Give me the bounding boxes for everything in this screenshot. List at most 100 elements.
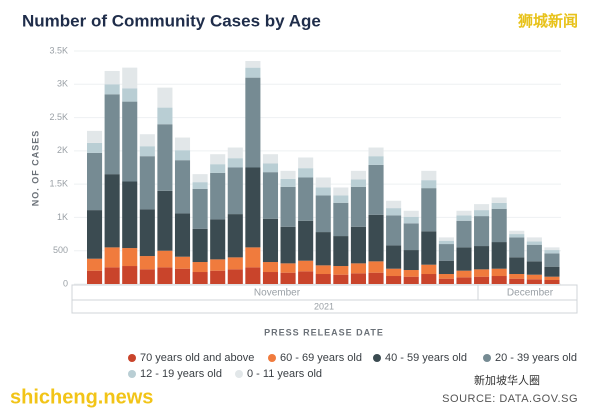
bar-segment [315, 195, 331, 233]
bar-segment [122, 67, 138, 89]
bar-segment [474, 210, 490, 217]
bar-segment [333, 195, 349, 203]
bar-segment [491, 197, 507, 203]
legend-swatch [268, 354, 276, 362]
bar-segment [315, 232, 331, 266]
bar-segment [87, 258, 103, 271]
bar-segment [386, 208, 402, 216]
y-tick-label: 2K [57, 145, 68, 155]
bar-segment [368, 156, 384, 165]
bar-segment [456, 270, 472, 278]
bar-segment [298, 168, 314, 178]
bar-segment [262, 154, 279, 164]
bar-segment [509, 257, 525, 275]
bar-segment [280, 263, 296, 273]
chart-title: Number of Community Cases by Age [22, 11, 321, 30]
bar-segment [438, 274, 454, 279]
bar-segment [368, 147, 384, 157]
bar-segment [210, 259, 226, 271]
bar-segment [386, 200, 402, 209]
bar-segment [227, 269, 243, 284]
bar-segment [368, 272, 384, 284]
bar-segment [544, 250, 560, 254]
bar-segment [227, 147, 243, 159]
bar-segment [438, 260, 454, 275]
bar-segment [87, 210, 103, 259]
bar-segment [474, 246, 490, 270]
legend-swatch [483, 354, 491, 362]
bar-segment [491, 268, 507, 277]
bar-segment [456, 277, 472, 284]
bar-segment [438, 237, 454, 241]
bar-segment [192, 262, 208, 273]
bar-segment [491, 208, 507, 243]
bar-segment [87, 270, 103, 284]
bar-segment [438, 244, 454, 261]
bar-segment [280, 178, 296, 187]
bar-segment [526, 237, 542, 242]
bar-segment [333, 236, 349, 267]
bar-segment [139, 209, 155, 257]
bar-segment [192, 188, 208, 229]
bar-segment [174, 213, 191, 257]
bar-segment [474, 204, 490, 211]
bar-segment [245, 247, 261, 268]
bar-segment [368, 261, 384, 273]
bar-segment [298, 260, 314, 272]
bar-segment [491, 242, 507, 269]
bar-segment [262, 272, 279, 284]
legend-label: 70 years old and above [140, 352, 254, 364]
bar-segment [544, 253, 560, 267]
bar-segment [544, 276, 560, 281]
bar-segment [350, 263, 366, 274]
bar-segment [280, 186, 296, 227]
y-tick-label: 0 [63, 278, 68, 288]
bar-segment [509, 237, 525, 258]
y-tick-label: 1.5K [49, 179, 68, 189]
bar-segment [210, 164, 226, 173]
bar-segment [421, 170, 437, 181]
bar-segment [122, 181, 138, 249]
bar-segment [139, 156, 155, 210]
bar-segment [104, 70, 120, 85]
bar-segment [280, 226, 296, 264]
bar-segment [421, 188, 437, 232]
bar-segment [122, 101, 138, 182]
bar-segment [509, 230, 525, 235]
x-axis-label: PRESS RELEASE DATE [264, 327, 384, 337]
legend-label: 60 - 69 years old [280, 352, 362, 364]
bar-segment [403, 210, 419, 217]
bar-segment [386, 245, 402, 269]
bar-segment [403, 250, 419, 271]
bar-segment [544, 247, 560, 251]
bar-segment [139, 256, 155, 270]
bar-segment [157, 124, 173, 191]
bar-segment [227, 167, 243, 215]
bar-segment [245, 77, 261, 168]
bar-segment [403, 276, 419, 284]
bar-segment [280, 170, 296, 179]
bar-segment [456, 220, 472, 248]
bar-segment [174, 137, 191, 151]
bar-segment [87, 142, 103, 153]
bar-segment [491, 276, 507, 284]
bar-segment [174, 268, 191, 284]
bar-segment [192, 182, 208, 189]
bar-segment [245, 267, 261, 284]
bar-segment [333, 266, 349, 275]
bar-segment [192, 228, 208, 263]
bar-segment [87, 130, 103, 143]
bar-segment [298, 271, 314, 284]
bar-segment [262, 172, 279, 219]
legend-label: 40 - 59 years old [385, 352, 467, 364]
y-tick-label: 1K [57, 212, 68, 222]
bar-segment [210, 154, 226, 165]
bar-segment [262, 163, 279, 173]
bar-segment [544, 266, 560, 277]
bar-segment [139, 269, 155, 284]
bar-segment [544, 280, 560, 284]
y-tick-label: 3K [57, 79, 68, 89]
bar-segment [157, 267, 173, 284]
watermark: shicheng.news [10, 386, 153, 408]
bar-segment [227, 257, 243, 270]
